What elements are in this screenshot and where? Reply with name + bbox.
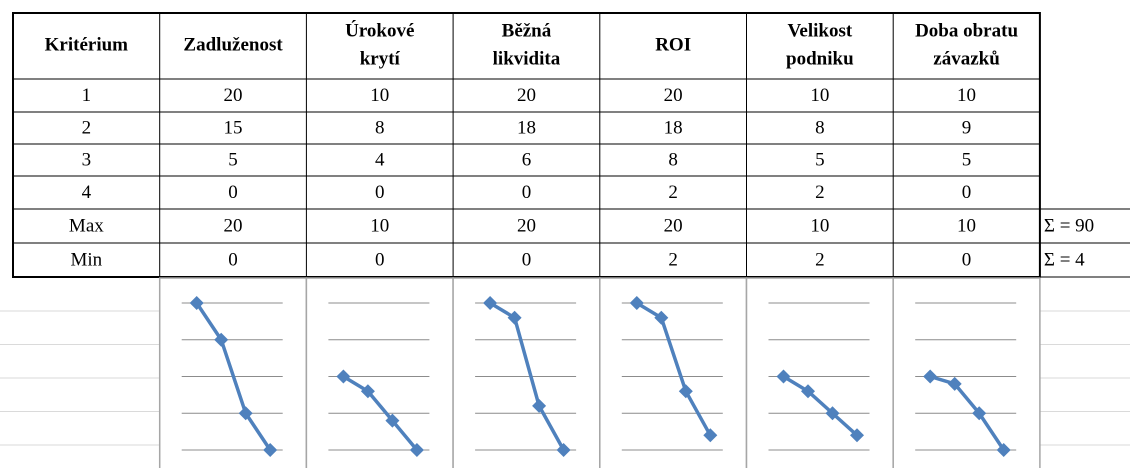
header-cell: Zadluženost (183, 34, 283, 55)
header-cell: Kritérium (45, 34, 129, 55)
sparkline (929, 374, 1006, 451)
table-cell: 20 (664, 85, 683, 106)
sparkline-marker (336, 369, 351, 384)
table-cell: 6 (522, 149, 532, 170)
sparkline-box (745, 277, 894, 468)
sparkline (635, 301, 712, 437)
sparkline-box (892, 277, 1041, 468)
table-cell: Min (71, 249, 103, 270)
table-cell: 10 (370, 85, 389, 106)
table-cell: 9 (962, 117, 972, 138)
table-cell: 18 (517, 117, 536, 138)
header-cell: krytí (360, 48, 401, 69)
table-cell: 2 (668, 182, 678, 203)
sparkline-box (305, 277, 454, 468)
table-cell: 0 (522, 182, 532, 203)
table-cell: 0 (375, 182, 385, 203)
table-cell: 20 (664, 215, 683, 236)
table-cell: 0 (962, 182, 972, 203)
sparkline-marker (654, 310, 669, 325)
table-cell: 0 (962, 249, 972, 270)
table-cell: 10 (957, 85, 976, 106)
table-cell: 18 (664, 117, 683, 138)
sparkline-marker (385, 413, 400, 428)
sparkline-marker (238, 406, 253, 421)
sparkline (489, 301, 566, 451)
table-cell: 2 (82, 117, 92, 138)
header-cell: Velikost (787, 20, 852, 41)
sparkline-marker (996, 443, 1011, 457)
sparkline-marker (556, 443, 571, 457)
table-cell: 2 (815, 182, 825, 203)
sparkline-marker (409, 443, 424, 457)
table-cell: 10 (810, 85, 829, 106)
table-cell: 20 (517, 85, 536, 106)
table-cell: 0 (522, 249, 532, 270)
sparkline-marker (923, 369, 938, 384)
sparkline-marker (678, 384, 693, 399)
table-cell: 5 (228, 149, 238, 170)
sparkline-marker (776, 369, 791, 384)
table-cell: 4 (82, 182, 92, 203)
table-cell: 1 (82, 85, 92, 106)
table-cell: 5 (962, 149, 972, 170)
header-cell: Úrokové (345, 19, 414, 41)
sum-label: Σ = 4 (1044, 249, 1085, 270)
header-cell: Doba obratu (915, 20, 1018, 41)
sparkline-marker (532, 398, 547, 413)
table-cell: Max (69, 215, 104, 236)
sparkline-marker (189, 296, 204, 310)
sparkline-marker (972, 406, 987, 421)
table-cell: 3 (82, 149, 92, 170)
sparkline-marker (947, 376, 962, 391)
table-border (12, 12, 1041, 278)
sparkline-marker (263, 443, 278, 457)
table-cell: 5 (815, 149, 825, 170)
sparkline-marker (507, 310, 522, 325)
sparkline-marker (801, 384, 815, 399)
table-cell: 0 (228, 249, 238, 270)
sparkline-box (599, 277, 748, 468)
table-cell: 8 (668, 149, 678, 170)
sparkline-marker (850, 428, 864, 443)
sparkline-marker (360, 384, 375, 399)
table-cell: 8 (815, 117, 825, 138)
sparkline-marker (214, 332, 229, 347)
header-cell: likvidita (493, 48, 561, 69)
table-cell: 10 (370, 215, 389, 236)
table-cell: 0 (375, 249, 385, 270)
header-cell: podniku (786, 48, 854, 69)
sparkline (342, 374, 419, 452)
table-cell: 20 (224, 85, 243, 106)
table-cell: 2 (668, 249, 678, 270)
sparkline-marker (825, 406, 840, 421)
table-cell: 15 (224, 117, 243, 138)
sum-label: Σ = 90 (1044, 215, 1094, 236)
sparkline-marker (483, 296, 498, 310)
table-cell: 10 (957, 215, 976, 236)
table-cell: 2 (815, 249, 825, 270)
header-cell: ROI (655, 34, 691, 55)
table-cell: 20 (517, 215, 536, 236)
header-cell: Běžná (502, 20, 552, 41)
sparkline-box (452, 277, 601, 468)
header-cell: závazků (933, 48, 1000, 69)
table-cell: 8 (375, 117, 385, 138)
sparkline (782, 374, 859, 437)
table-cell: 10 (810, 215, 829, 236)
table-cell: 0 (228, 182, 238, 203)
sparkline-marker (629, 296, 644, 310)
sparkline (195, 302, 272, 451)
sparkline-marker (703, 428, 718, 443)
table-cell: 4 (375, 149, 385, 170)
table-cell: 20 (224, 215, 243, 236)
